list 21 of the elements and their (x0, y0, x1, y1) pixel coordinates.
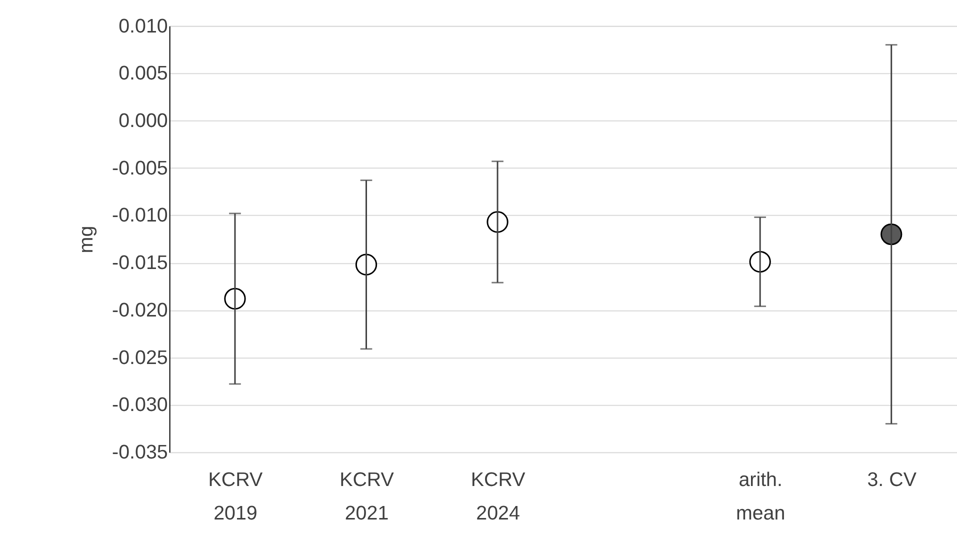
point (749, 250, 771, 273)
y-tick-label: -0.010 (112, 204, 168, 227)
y-tick-label: -0.030 (112, 394, 168, 416)
point (880, 223, 902, 246)
y-axis-title: mg (75, 226, 98, 254)
x-tick-label: KCRV 2024 (470, 469, 526, 525)
y-tick-label: 0.010 (118, 15, 168, 38)
y-tick-label: -0.020 (112, 299, 168, 322)
point (224, 288, 246, 310)
y-tick-label: 0.000 (118, 110, 168, 132)
x-tick-label: KCRV 2021 (340, 469, 395, 525)
y-tick-label: -0.015 (112, 252, 168, 274)
x-tick-label: arith. mean (736, 469, 786, 525)
y-tick-label: -0.025 (112, 346, 168, 369)
x-tick-label: KCRV 2019 (208, 469, 264, 525)
y-tick-label: -0.005 (112, 157, 168, 180)
x-tick-label: 3. CV (867, 469, 918, 492)
y-tick-label: -0.035 (112, 442, 168, 464)
point (355, 254, 378, 276)
point (486, 211, 508, 233)
y-tick-label: 0.005 (118, 62, 168, 85)
